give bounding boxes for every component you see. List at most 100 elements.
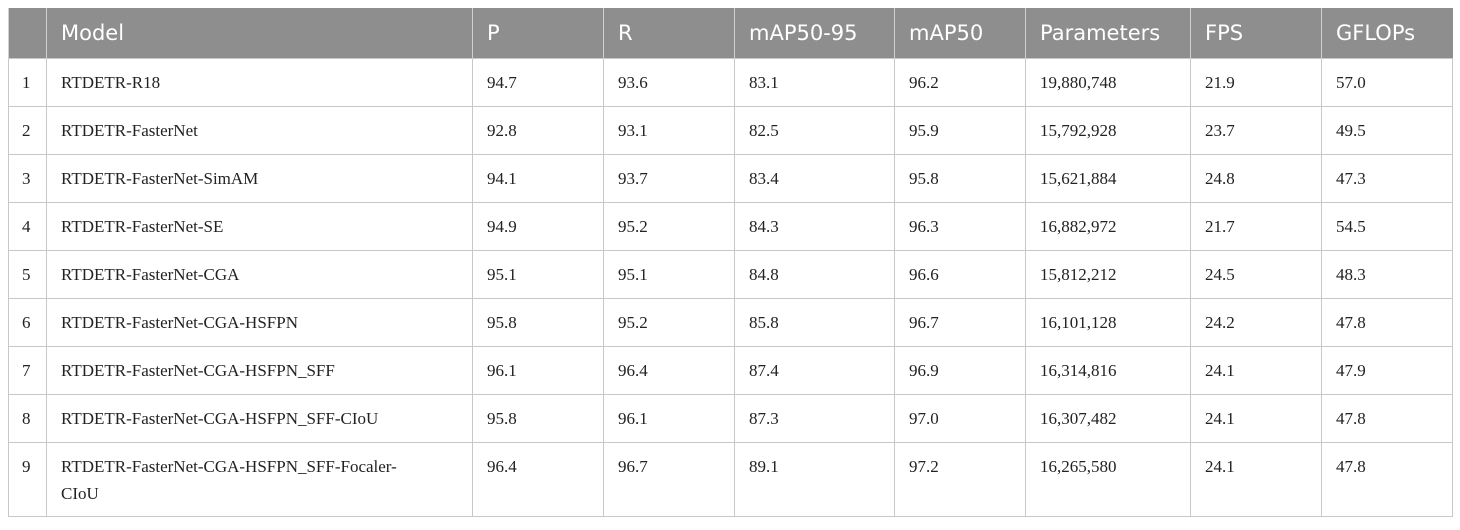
cell-text: 8 [22,408,31,428]
table-cell: 82.5 [734,105,895,155]
table-cell: 24.5 [1190,249,1322,299]
table-cell: 96.4 [472,441,604,517]
cell-text: 47.8 [1336,408,1366,428]
header-cell: P [472,8,604,58]
table-row: 2 RTDETR-FasterNet 92.8 93.1 82.5 95.9 15,792,… [8,105,1453,155]
cell-text: 95.2 [618,216,648,236]
header-cell: FPS [1190,8,1322,58]
table-cell: 9 [8,441,47,517]
cell-text: RTDETR-FasterNet-CGA-HSFPN_SFF [61,360,335,380]
cell-text: 95.2 [618,312,648,332]
cell-text: 84.8 [749,264,779,284]
table-cell: 96.6 [894,249,1026,299]
cell-text: 24.1 [1205,408,1235,428]
table-cell: 7 [8,345,47,395]
cell-text: 5 [22,264,31,284]
table-cell: 16,314,816 [1025,345,1191,395]
cell-text: 96.1 [618,408,648,428]
cell-text: 57.0 [1336,72,1366,92]
table-cell: 85.8 [734,297,895,347]
cell-text: 96.6 [909,264,939,284]
table-cell: 24.8 [1190,153,1322,203]
table-cell: 95.2 [603,201,735,251]
table-cell: 24.1 [1190,345,1322,395]
cell-text: 94.9 [487,216,517,236]
table-cell: 24.1 [1190,441,1322,517]
cell-text: 15,621,884 [1040,168,1117,188]
table-row: 4 RTDETR-FasterNet-SE 94.9 95.2 84.3 96.3 16,8… [8,201,1453,251]
table-cell: 96.1 [603,393,735,443]
table-cell: 3 [8,153,47,203]
cell-text: RTDETR-FasterNet-CGA-HSFPN_SFF-Focaler-C… [61,456,397,503]
table-cell: 47.8 [1321,297,1453,347]
table-cell: 47.9 [1321,345,1453,395]
cell-text: 96.7 [909,312,939,332]
cell-text: 93.1 [618,120,648,140]
header-cell: Parameters [1025,8,1191,58]
table-cell: 92.8 [472,105,604,155]
table-cell: 89.1 [734,441,895,517]
cell-text: 15,812,212 [1040,264,1117,284]
cell-text: 1 [22,72,31,92]
cell-text: 95.9 [909,120,939,140]
table-row: 8 RTDETR-FasterNet-CGA-HSFPN_SFF-CIoU 95.8… [8,393,1453,443]
table-row: 9 RTDETR-FasterNet-CGA-HSFPN_SFF-Focaler-… [8,441,1453,517]
table-cell: 83.1 [734,57,895,107]
table-cell: RTDETR-FasterNet-CGA-HSFPN [46,297,473,347]
cell-text: 49.5 [1336,120,1366,140]
table-cell: 4 [8,201,47,251]
table-cell: 15,812,212 [1025,249,1191,299]
cell-text: 96.9 [909,360,939,380]
table-cell: 8 [8,393,47,443]
table-cell: 47.8 [1321,393,1453,443]
cell-text: 96.7 [618,456,648,476]
cell-text: 95.8 [487,312,517,332]
table-cell: 87.3 [734,393,895,443]
table-cell: 95.1 [472,249,604,299]
cell-text: 54.5 [1336,216,1366,236]
table-cell: 24.1 [1190,393,1322,443]
table-cell: 94.9 [472,201,604,251]
table-cell: 16,265,580 [1025,441,1191,517]
table-row: 7 RTDETR-FasterNet-CGA-HSFPN_SFF 96.1 96.4 8… [8,345,1453,395]
table-cell: 57.0 [1321,57,1453,107]
table-cell: 47.8 [1321,441,1453,517]
table-cell: 16,307,482 [1025,393,1191,443]
table-cell: 83.4 [734,153,895,203]
cell-text: 96.3 [909,216,939,236]
cell-text: 95.1 [487,264,517,284]
header-cell: GFLOPs [1321,8,1453,58]
table-cell: RTDETR-R18 [46,57,473,107]
cell-text: 21.7 [1205,216,1235,236]
cell-text: 97.2 [909,456,939,476]
table-cell: 95.8 [472,393,604,443]
table-cell: 96.2 [894,57,1026,107]
table-cell: 87.4 [734,345,895,395]
cell-text: 15,792,928 [1040,120,1117,140]
table-cell: 93.7 [603,153,735,203]
cell-text: 16,314,816 [1040,360,1117,380]
table-cell: 6 [8,297,47,347]
table-cell: 5 [8,249,47,299]
table-cell: 21.9 [1190,57,1322,107]
cell-text: 95.8 [909,168,939,188]
cell-text: 82.5 [749,120,779,140]
header-cell: mAP50 [894,8,1026,58]
cell-text: 4 [22,216,31,236]
table-cell: 84.3 [734,201,895,251]
cell-text: 87.4 [749,360,779,380]
cell-text: RTDETR-FasterNet-SimAM [61,168,259,188]
table-cell: 95.1 [603,249,735,299]
cell-text: 16,882,972 [1040,216,1117,236]
table-cell: 15,792,928 [1025,105,1191,155]
cell-text: 83.4 [749,168,779,188]
table-cell: 97.2 [894,441,1026,517]
table-cell: 94.1 [472,153,604,203]
table-cell: 95.8 [894,153,1026,203]
cell-text: 16,307,482 [1040,408,1117,428]
cell-text: 47.9 [1336,360,1366,380]
cell-text: 7 [22,360,31,380]
table-cell: 96.3 [894,201,1026,251]
cell-text: 97.0 [909,408,939,428]
cell-text: 24.1 [1205,360,1235,380]
